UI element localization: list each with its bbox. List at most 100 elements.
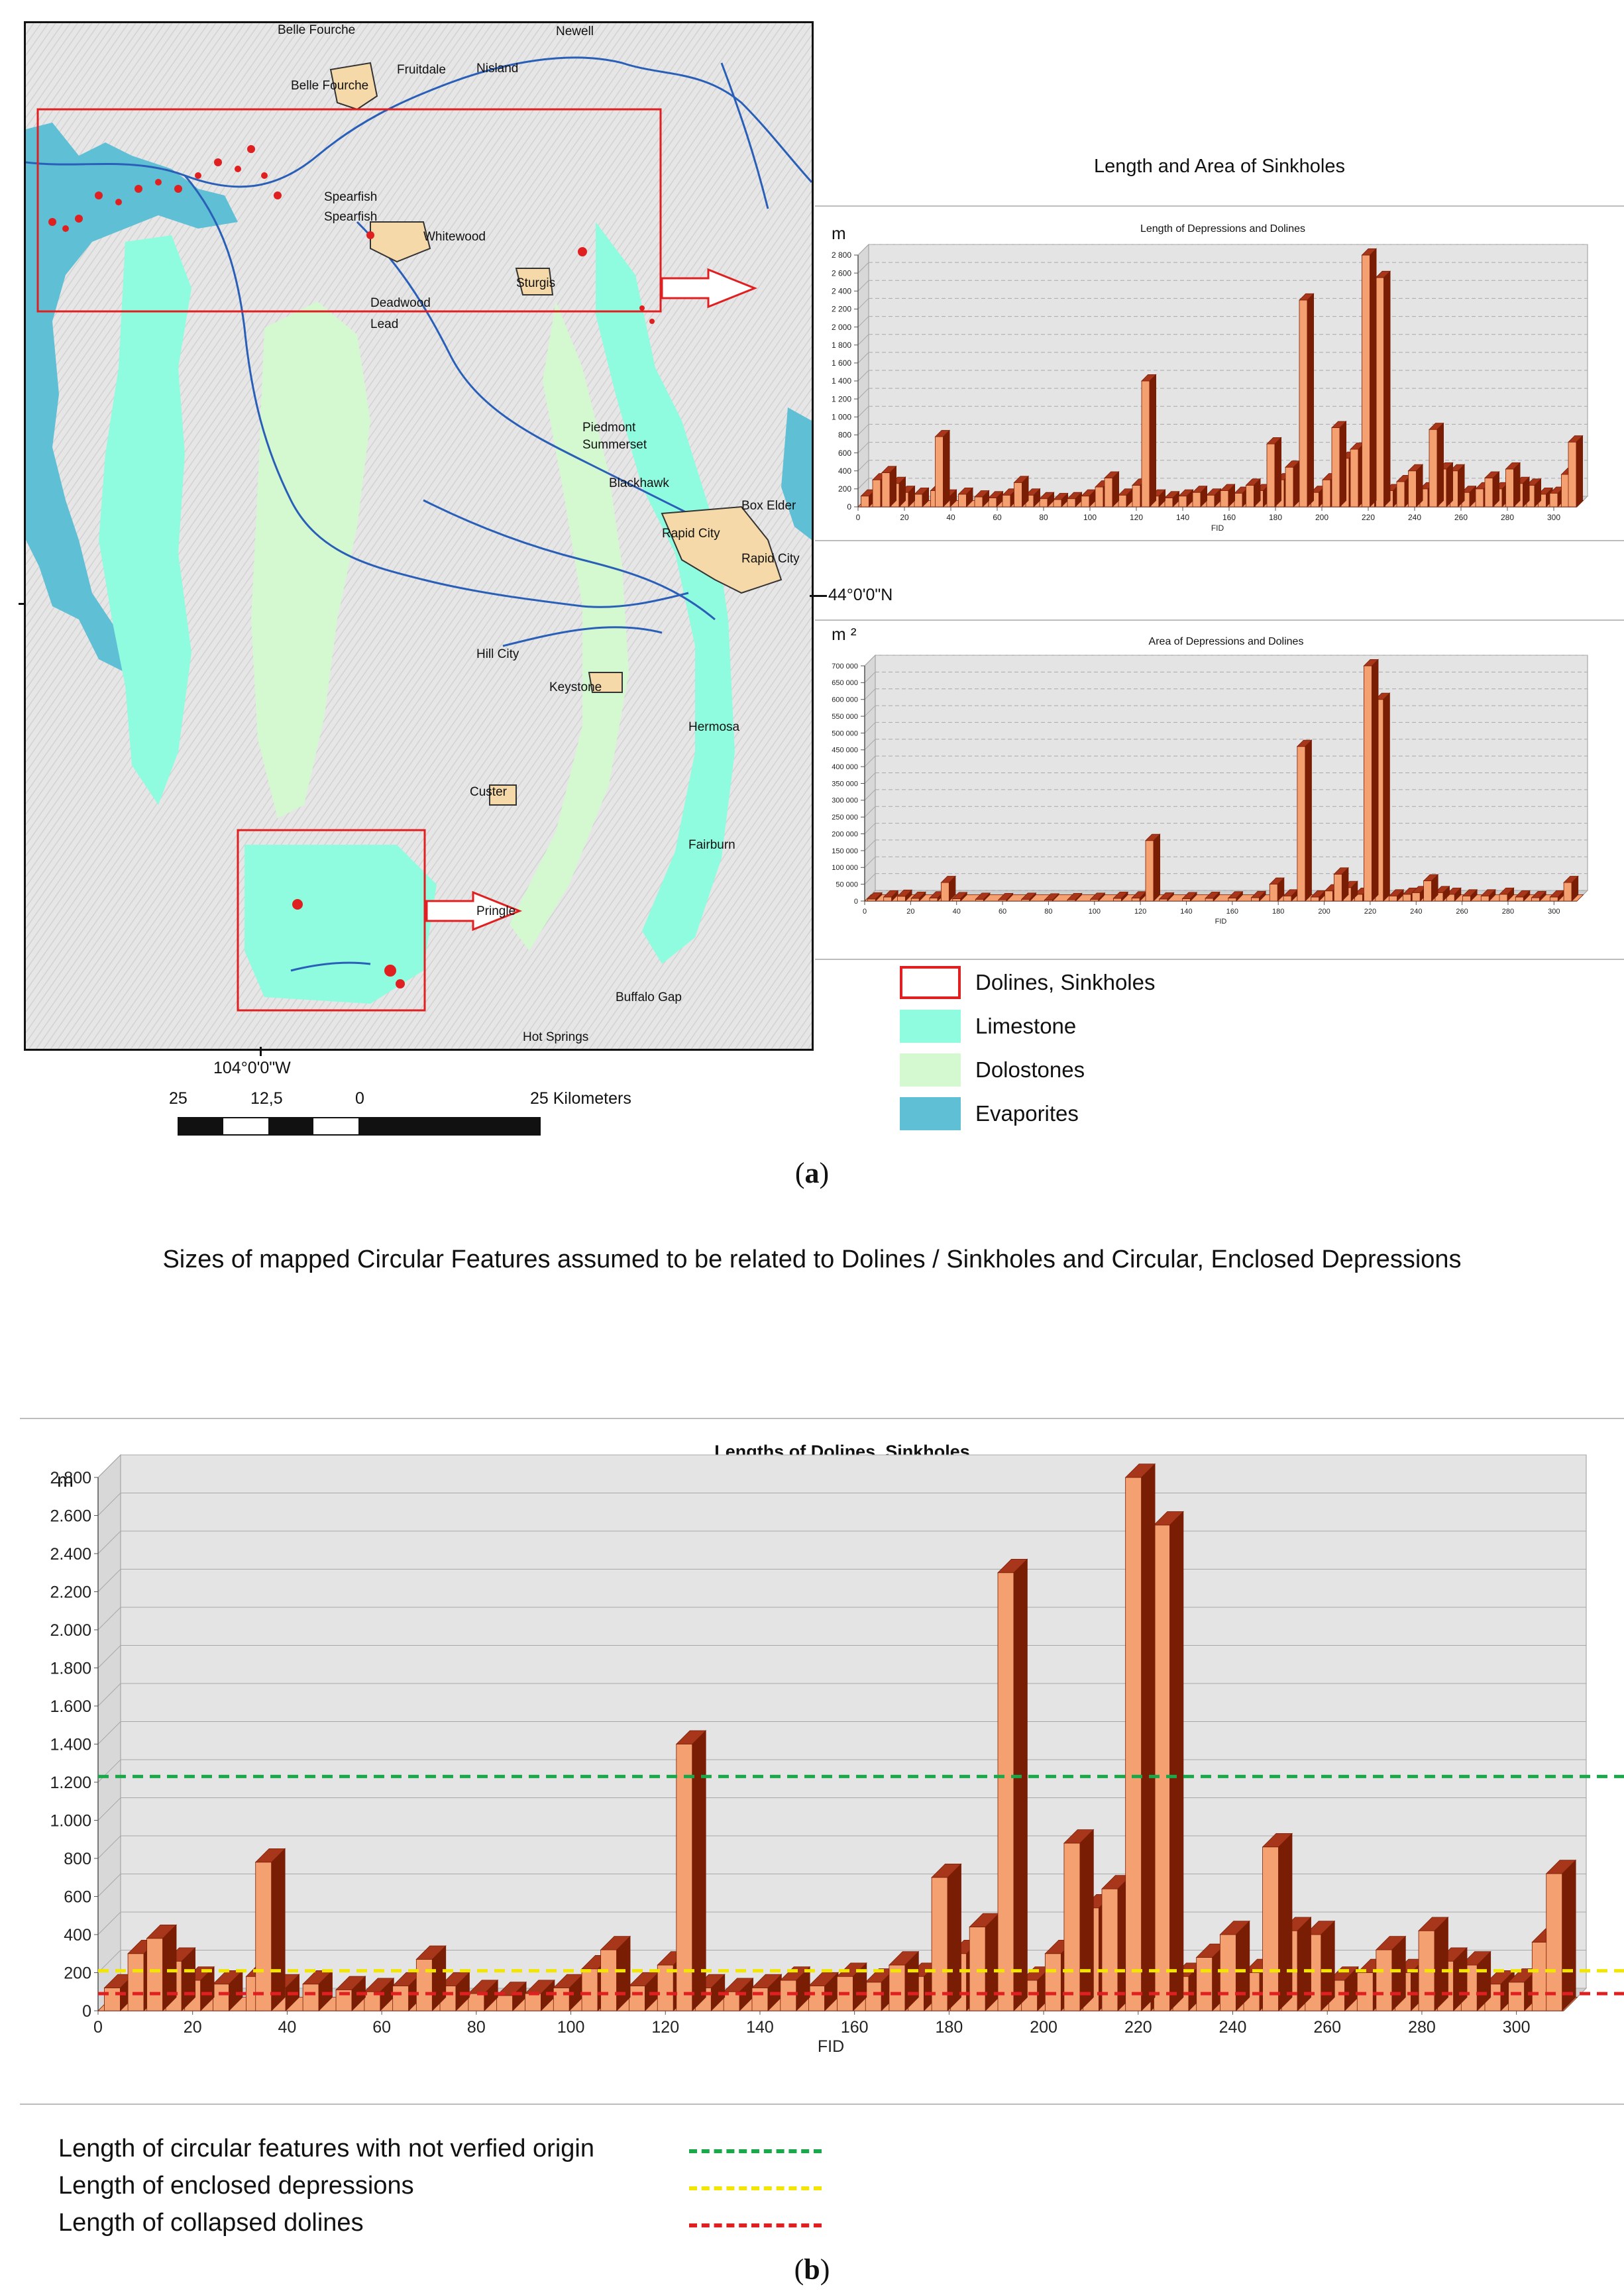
x-tick-label: 40 xyxy=(278,2018,297,2037)
y-tick-label: 200 xyxy=(838,484,851,494)
place-label: Fairburn xyxy=(688,838,735,852)
bar xyxy=(1388,888,1405,902)
x-tick-label: 0 xyxy=(856,513,861,522)
length-chart-large: Lengths of Dolines, Sinkholes 0 200 400 600 8… xyxy=(20,1431,1624,2067)
x-tick-label: 160 xyxy=(1226,908,1238,916)
bar xyxy=(146,1924,177,2011)
bar xyxy=(1153,1511,1184,2011)
bar xyxy=(1158,892,1175,902)
place-label: Pringle xyxy=(476,904,516,918)
scale-bar xyxy=(178,1117,541,1136)
map-terrain xyxy=(26,23,812,1049)
x-tick-label: 140 xyxy=(746,2018,774,2037)
bar xyxy=(1515,890,1531,902)
reference-legend-label: Length of collapsed dolines xyxy=(58,2209,364,2237)
rivers xyxy=(26,56,812,972)
x-tick-label: 60 xyxy=(372,2018,391,2037)
gridline-side xyxy=(864,856,876,868)
x-tick-label: 60 xyxy=(993,513,1002,522)
limestone-east-band xyxy=(596,222,735,964)
gridline-side xyxy=(97,1874,121,1897)
x-tick-label: 180 xyxy=(1269,513,1282,522)
x-tick-label: 20 xyxy=(900,513,909,522)
bar xyxy=(1429,422,1444,507)
x-tick-label: 180 xyxy=(1272,908,1284,916)
gridline-side xyxy=(857,352,869,364)
gridline-side xyxy=(857,316,869,327)
x-tick-label: 140 xyxy=(1180,908,1192,916)
y-tick-label: 1 000 xyxy=(832,412,851,421)
x-axis-label: FID xyxy=(1211,523,1224,533)
x-tick-label: 300 xyxy=(1503,2018,1531,2037)
place-label: Piedmont xyxy=(582,421,636,435)
x-tick-label: 240 xyxy=(1219,2018,1247,2037)
dolostones-central xyxy=(251,301,370,818)
x-tick-label: 20 xyxy=(184,2018,202,2037)
gridline-side xyxy=(857,334,869,346)
y-tick-label: 400 xyxy=(838,466,851,476)
northern-study-area-box xyxy=(36,108,662,313)
gridline-side xyxy=(97,1645,121,1668)
bar xyxy=(1013,475,1030,507)
sinkhole-points xyxy=(48,145,655,988)
x-tick-label: 100 xyxy=(1083,513,1097,522)
divider xyxy=(20,2104,1624,2105)
bar xyxy=(1361,248,1378,507)
limestone-west-band xyxy=(99,235,191,805)
y-tick-label: 600 000 xyxy=(832,696,858,704)
gridline-side xyxy=(864,672,876,683)
bar xyxy=(1480,888,1496,902)
gridline-side xyxy=(864,873,876,884)
gridline-side xyxy=(864,839,876,851)
x-tick-label: 0 xyxy=(863,908,867,916)
bar xyxy=(415,1945,447,2011)
gridline-side xyxy=(97,1493,121,1516)
gridline-side xyxy=(864,722,876,733)
bar xyxy=(1285,460,1301,507)
bar xyxy=(363,1977,395,2011)
gridline-side xyxy=(97,1530,121,1554)
towns xyxy=(329,62,783,806)
y-tick-label: 200 xyxy=(64,1964,91,1982)
northern-arrow xyxy=(661,268,758,309)
y-tick-label: 650 000 xyxy=(832,679,858,687)
x-tick-label: 220 xyxy=(1124,2018,1152,2037)
divider xyxy=(815,205,1624,207)
bar xyxy=(524,1979,555,2011)
area-chart-small: Area of Depressions and Dolines 0 50 000 10… xyxy=(822,629,1603,947)
x-tick-label: 280 xyxy=(1408,2018,1436,2037)
x-tick-label: 240 xyxy=(1410,908,1422,916)
evaporites-west xyxy=(26,123,238,672)
legend-swatch xyxy=(900,1053,961,1087)
gridline-side xyxy=(97,1721,121,1744)
divider xyxy=(815,540,1624,541)
legend-item: Limestone xyxy=(900,1004,1155,1048)
bar xyxy=(1020,892,1037,902)
scale-label: 12,5 xyxy=(250,1089,283,1108)
x-tick-label: 100 xyxy=(1089,908,1101,916)
lon-tick xyxy=(260,1047,262,1056)
y-tick-label: 2 000 xyxy=(832,323,851,332)
caption-a: (a) xyxy=(794,1157,830,1189)
bar xyxy=(1375,270,1391,507)
bar xyxy=(1266,437,1282,507)
bar xyxy=(1067,492,1083,507)
x-tick-label: 0 xyxy=(93,2018,103,2037)
x-tick-label: 200 xyxy=(1318,908,1330,916)
dolostones-east xyxy=(510,301,629,951)
caption-letter: b xyxy=(804,2253,820,2286)
legend-label: Evaporites xyxy=(975,1101,1079,1126)
reference-legend-item: Length of circular features with not ver… xyxy=(58,2135,853,2172)
unit-label: m xyxy=(57,1469,74,1491)
gridline-side xyxy=(97,1835,121,1859)
divider xyxy=(815,619,1624,621)
bar xyxy=(1206,488,1222,507)
y-tick-label: 1.000 xyxy=(50,1811,91,1830)
gridline-side xyxy=(857,370,869,382)
bar xyxy=(1375,1935,1407,2011)
map-legend: Dolines, Sinkholes Limestone Dolostones Eva… xyxy=(900,961,1155,1136)
y-tick-label: 2 400 xyxy=(832,286,851,295)
lon-label: 104°0'0"W xyxy=(213,1059,291,1077)
lat-tick-left xyxy=(19,603,25,605)
y-tick-label: 500 000 xyxy=(832,729,858,737)
